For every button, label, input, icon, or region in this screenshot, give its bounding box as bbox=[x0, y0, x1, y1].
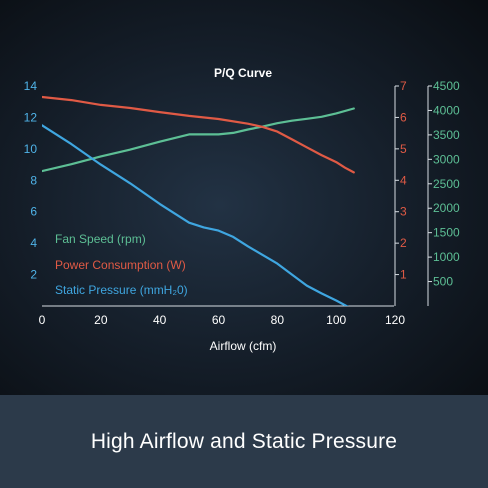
legend: Fan Speed (rpm) Power Consumption (W) Stat… bbox=[55, 232, 188, 297]
right-power-tick-label: 6 bbox=[400, 110, 407, 124]
x-tick-label: 20 bbox=[94, 313, 108, 327]
chart-title: P/Q Curve bbox=[214, 66, 272, 80]
left-tick-label: 4 bbox=[30, 236, 37, 250]
x-tick-label: 80 bbox=[271, 313, 285, 327]
right-power-tick-label: 2 bbox=[400, 236, 407, 250]
left-tick-label: 14 bbox=[24, 79, 38, 93]
x-axis-ticks: 0 20 40 60 80 100 120 bbox=[39, 313, 406, 327]
x-tick-label: 0 bbox=[39, 313, 46, 327]
right-speed-tick-label: 2500 bbox=[433, 177, 460, 191]
series-lines bbox=[42, 95, 355, 306]
banner-caption: High Airflow and Static Pressure bbox=[90, 429, 398, 453]
right-power-tick-label: 5 bbox=[400, 142, 407, 156]
left-tick-label: 2 bbox=[30, 268, 37, 282]
right-power-tick-label: 4 bbox=[400, 173, 407, 187]
legend-entry: Static Pressure (mmH₂0) bbox=[55, 283, 188, 297]
x-tick-label: 40 bbox=[153, 313, 167, 327]
series-line-fan-speed bbox=[42, 107, 355, 173]
right-speed-tick-label: 1500 bbox=[433, 226, 460, 240]
legend-entry: Fan Speed (rpm) bbox=[55, 232, 146, 246]
left-axis-ticks: 2 4 6 8 10 12 14 bbox=[24, 79, 38, 282]
right-speed-tick-label: 500 bbox=[433, 275, 453, 289]
series-line-power-consumption bbox=[42, 95, 355, 174]
left-tick-label: 12 bbox=[24, 110, 38, 124]
right-speed-tick-label: 4000 bbox=[433, 103, 460, 117]
right-power-tick-label: 1 bbox=[400, 268, 407, 282]
series-line-static-pressure bbox=[42, 124, 349, 306]
right-speed-tick-label: 2000 bbox=[433, 201, 460, 215]
left-tick-label: 8 bbox=[30, 173, 37, 187]
right-power-tick-label: 7 bbox=[400, 79, 407, 93]
x-tick-label: 60 bbox=[212, 313, 226, 327]
right-speed-tick-label: 3000 bbox=[433, 152, 460, 166]
right-power-tick-label: 3 bbox=[400, 205, 407, 219]
left-tick-label: 10 bbox=[24, 142, 38, 156]
left-tick-label: 6 bbox=[30, 205, 37, 219]
legend-entry: Power Consumption (W) bbox=[55, 258, 186, 272]
x-tick-label: 100 bbox=[326, 313, 346, 327]
right-speed-tick-label: 4500 bbox=[433, 79, 460, 93]
right-axis-power-ticks: 1 2 3 4 5 6 7 bbox=[395, 79, 407, 282]
x-tick-label: 120 bbox=[385, 313, 405, 327]
caption-banner: High Airflow and Static Pressure bbox=[0, 395, 488, 488]
x-axis-label: Airflow (cfm) bbox=[210, 339, 277, 353]
right-speed-tick-label: 3500 bbox=[433, 128, 460, 142]
right-speed-tick-label: 1000 bbox=[433, 250, 460, 264]
right-axis-speed-ticks: 500 1000 1500 2000 2500 3000 3500 4000 4500 bbox=[428, 79, 460, 289]
